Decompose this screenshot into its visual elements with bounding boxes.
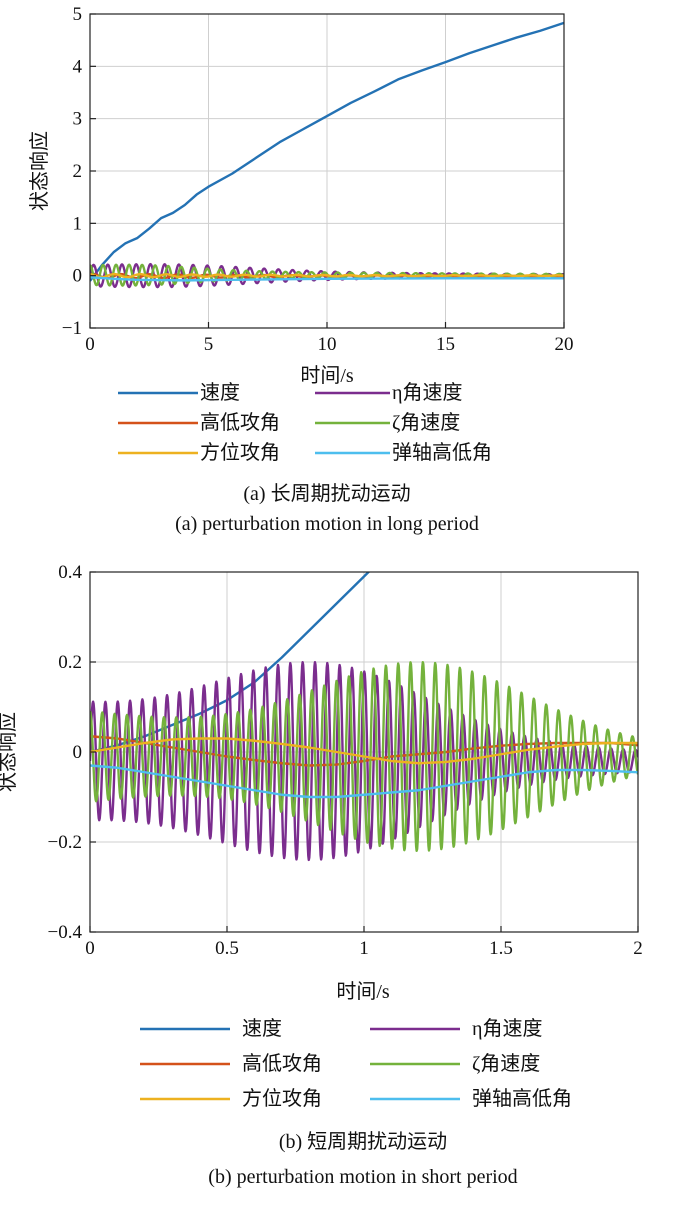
legend-label: 方位攻角 — [200, 441, 280, 464]
y-tick-label: 5 — [73, 4, 83, 25]
y-tick-label: 3 — [73, 109, 83, 130]
x-tick-label: 2 — [633, 938, 643, 959]
y-tick-label: −0.2 — [48, 832, 82, 853]
series-group-a — [90, 21, 564, 289]
legend-label: ζ角速度 — [472, 1052, 540, 1075]
caption-zh-b: (b) 短周期扰动运动 — [279, 1130, 447, 1153]
series-line-5 — [90, 737, 638, 765]
x-tick-label: 20 — [555, 334, 574, 355]
legend-label: η角速度 — [392, 381, 462, 404]
y-tick-label: −0.4 — [48, 922, 83, 943]
series-line-1 — [90, 21, 564, 282]
caption-en-b: (b) perturbation motion in short period — [208, 1166, 517, 1188]
legend-label: 高低攻角 — [242, 1052, 322, 1075]
caption-zh-a: (a) 长周期扰动运动 — [243, 482, 410, 505]
y-tick-label: 4 — [73, 56, 83, 77]
legend-label: 方位攻角 — [242, 1087, 322, 1110]
series-line-6 — [90, 764, 638, 799]
series-line-4 — [90, 660, 638, 853]
x-tick-label: 10 — [318, 334, 337, 355]
x-tick-label: 0 — [85, 334, 95, 355]
series-line-6 — [90, 276, 564, 282]
y-tick-label: 2 — [73, 161, 83, 182]
x-tick-label: 0.5 — [215, 938, 239, 959]
y-tick-label: 0.2 — [58, 652, 82, 673]
y-tick-label: 1 — [73, 213, 83, 234]
legend-label: 弹轴高低角 — [472, 1087, 572, 1110]
ticks-b: 0 0.5 1 1.5 2 −0.4 −0.2 0 0.2 0.4 — [48, 562, 643, 959]
legend-label: 速度 — [200, 381, 240, 404]
series-line-5 — [90, 272, 564, 279]
series-group-b — [90, 572, 638, 862]
legend-label: η角速度 — [472, 1017, 542, 1040]
caption-en-a: (a) perturbation motion in long period — [175, 513, 479, 535]
x-axis-label-a: 时间/s — [300, 364, 354, 387]
legend-label: ζ角速度 — [392, 411, 460, 434]
y-axis-label-a: 状态响应 — [28, 131, 51, 211]
x-tick-label: 0 — [85, 938, 95, 959]
chart-panel-b: 0 0.5 1 1.5 2 −0.4 −0.2 0 0.2 0.4 状态响应 时间/s 速度 η角速… — [0, 562, 643, 1188]
x-tick-label: 1.5 — [489, 938, 513, 959]
y-tick-label: −1 — [62, 318, 82, 339]
y-tick-label: 0 — [73, 742, 83, 763]
y-axis-label-b: 状态响应 — [0, 712, 19, 792]
y-tick-label: 0 — [73, 266, 83, 287]
legend-label: 速度 — [242, 1017, 282, 1040]
x-tick-label: 15 — [436, 334, 455, 355]
legend-label: 弹轴高低角 — [392, 441, 492, 464]
series-line-2 — [90, 660, 638, 862]
x-axis-label-b: 时间/s — [336, 980, 390, 1003]
x-tick-label: 5 — [204, 334, 214, 355]
x-tick-label: 1 — [359, 938, 369, 959]
legend-label: 高低攻角 — [200, 411, 280, 434]
y-tick-label: 0.4 — [58, 562, 82, 583]
